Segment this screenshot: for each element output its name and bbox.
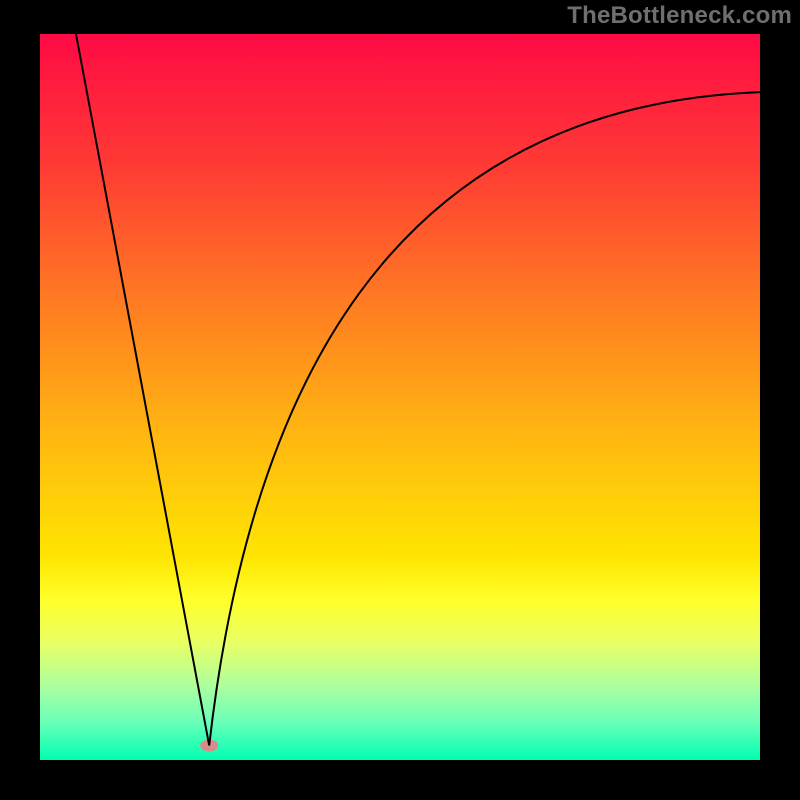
chart-background <box>40 34 760 760</box>
bottleneck-chart <box>0 0 800 800</box>
watermark-text: TheBottleneck.com <box>567 2 792 30</box>
